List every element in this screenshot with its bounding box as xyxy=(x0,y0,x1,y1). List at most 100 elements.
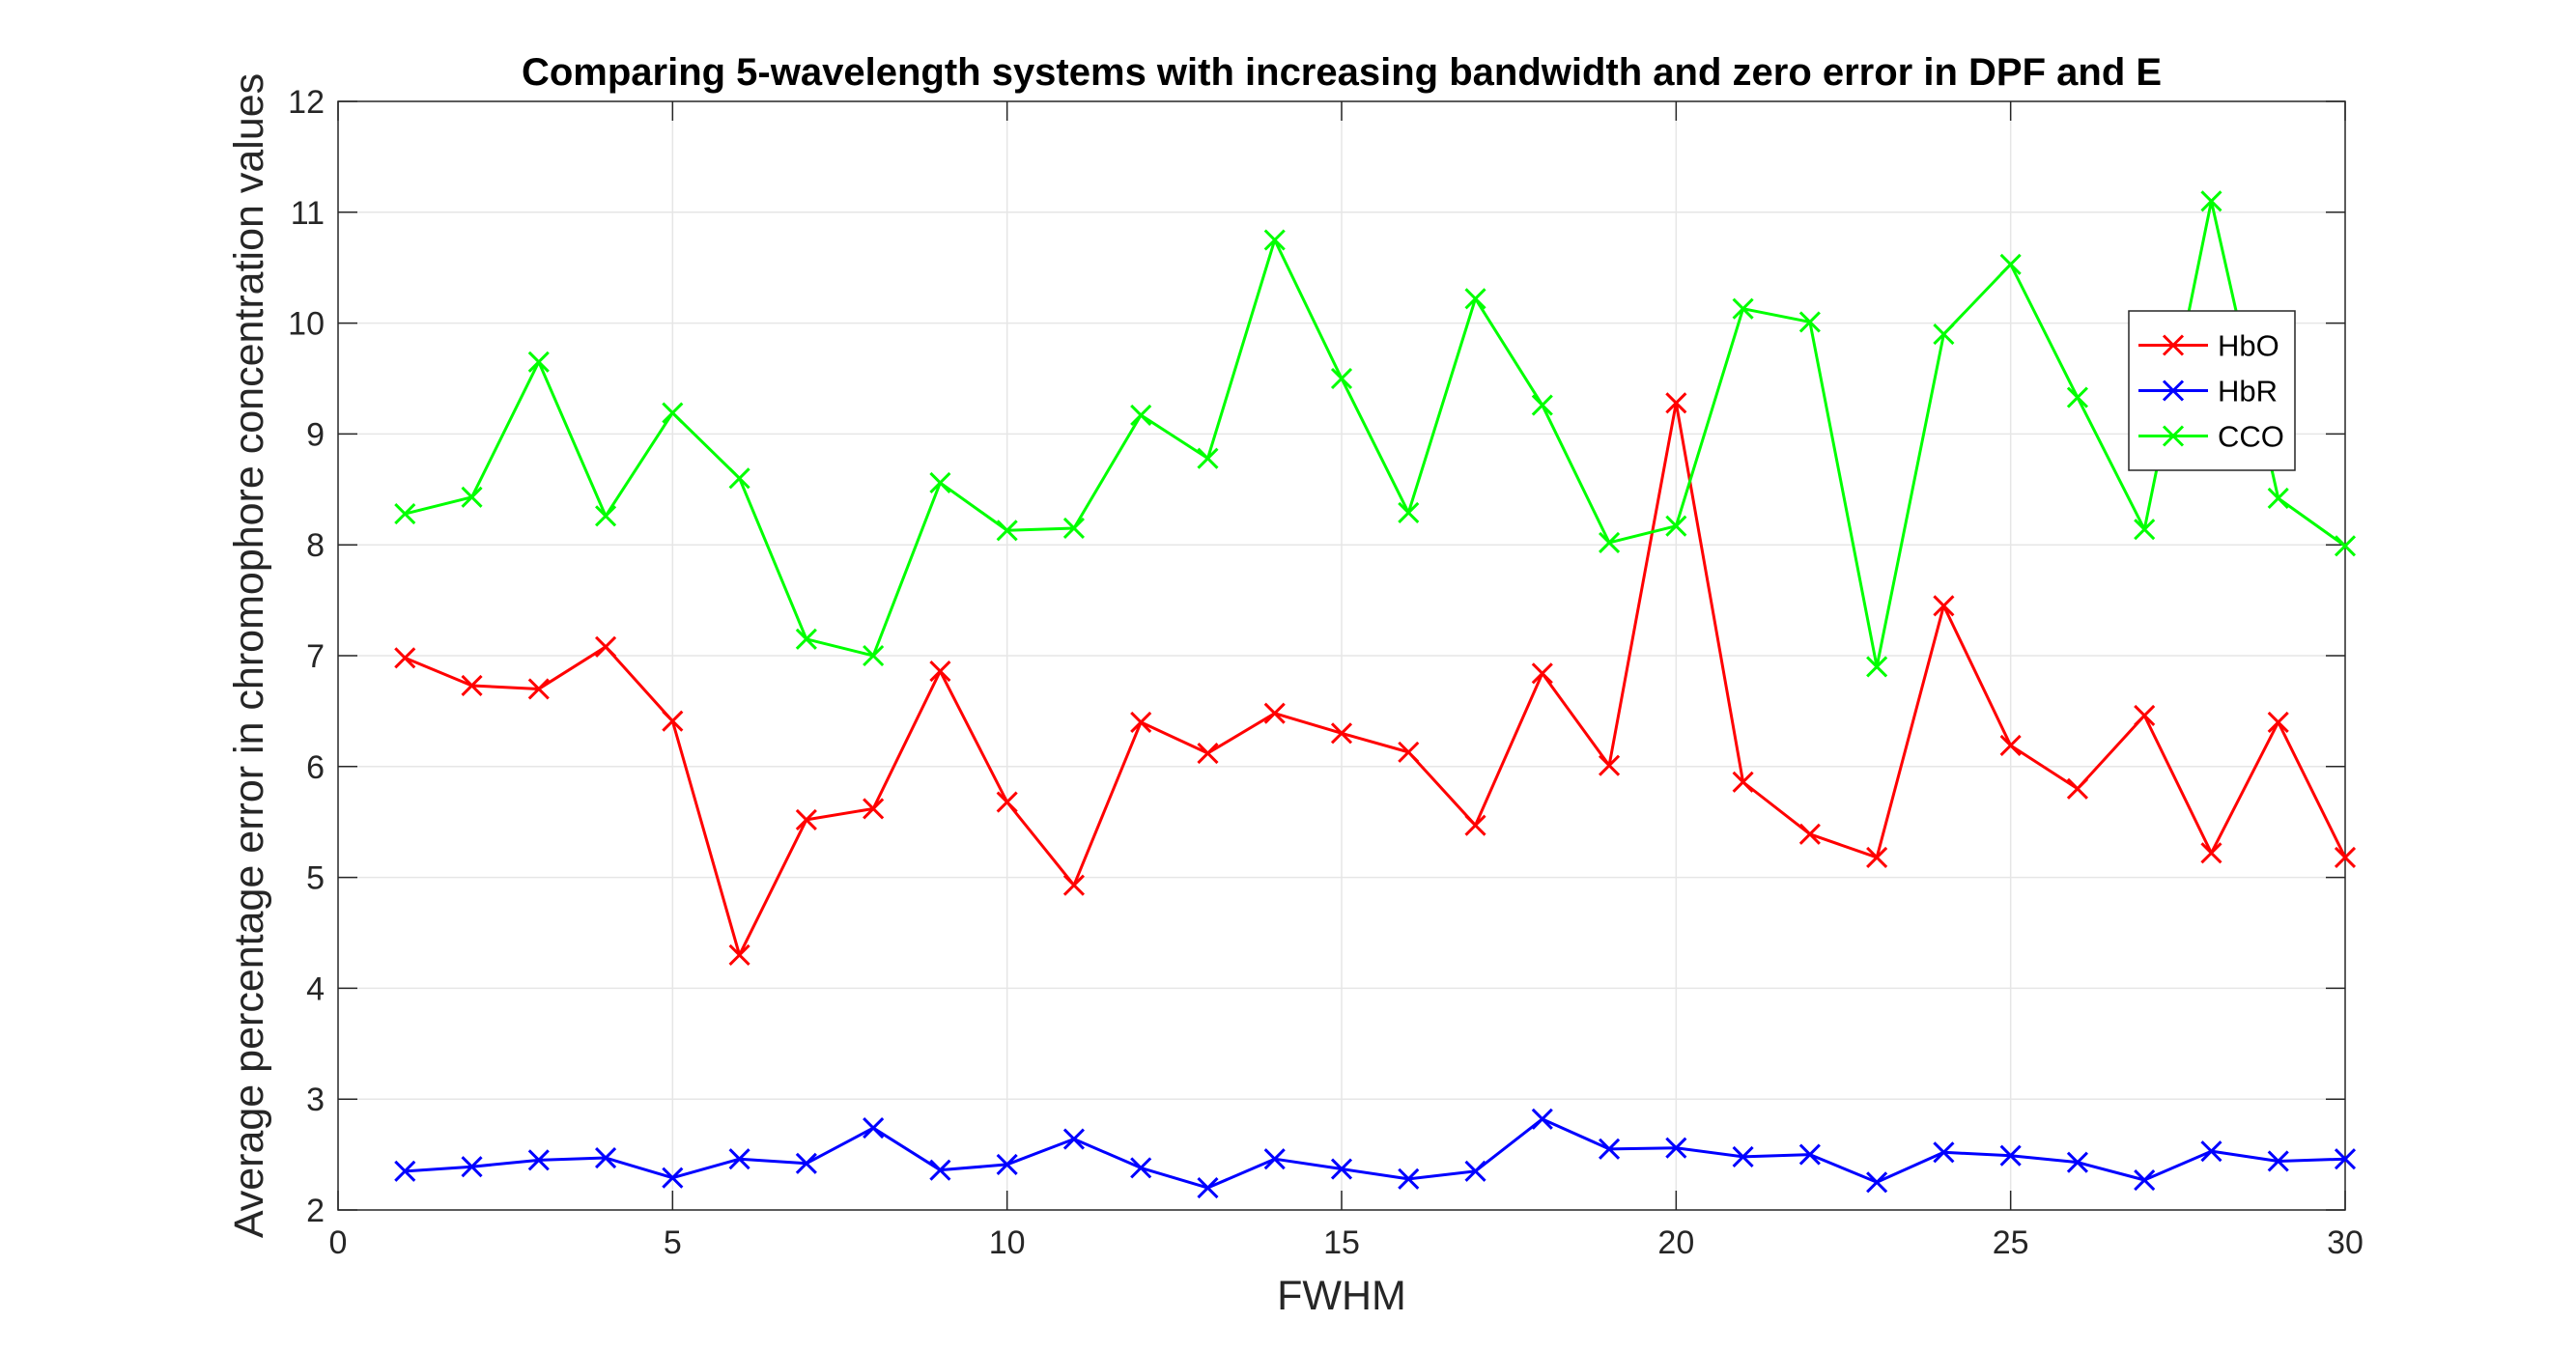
data-point-cco xyxy=(2334,535,2357,557)
x-tick-label: 20 xyxy=(1657,1224,1694,1261)
data-point-hbr xyxy=(2334,1148,2357,1170)
x-axis-label: FWHM xyxy=(1277,1273,1406,1319)
data-point-hbo xyxy=(1866,846,1888,868)
y-tick-label: 11 xyxy=(291,195,325,232)
legend-label: HbO xyxy=(2218,329,2279,363)
data-point-cco xyxy=(996,520,1018,542)
data-point-cco xyxy=(863,644,885,667)
data-point-hbr xyxy=(1999,1144,2022,1167)
data-point-hbr xyxy=(1665,1137,1687,1159)
y-tick-label: 7 xyxy=(306,638,325,675)
chart-title: Comparing 5-wavelength systems with incr… xyxy=(522,51,2162,94)
data-point-hbo xyxy=(1263,702,1286,724)
data-point-cco xyxy=(527,351,550,373)
data-point-hbo xyxy=(728,943,750,967)
data-point-cco xyxy=(795,628,817,650)
data-point-hbr xyxy=(1263,1148,1286,1170)
data-point-cco xyxy=(1464,288,1486,310)
data-point-hbo xyxy=(2200,842,2222,864)
data-point-hbo xyxy=(1665,392,1687,414)
data-point-hbo xyxy=(1464,814,1486,836)
data-point-hbo xyxy=(996,791,1018,813)
y-tick-label: 3 xyxy=(306,1082,325,1118)
data-point-hbr xyxy=(863,1116,885,1139)
data-point-hbr xyxy=(1197,1176,1219,1199)
data-point-hbr xyxy=(996,1153,1018,1175)
data-point-cco xyxy=(1933,323,1955,346)
y-tick-label: 6 xyxy=(306,749,325,786)
y-tick-label: 9 xyxy=(306,416,325,453)
data-point-hbo xyxy=(1732,771,1754,793)
x-tick-label: 10 xyxy=(989,1224,1026,1261)
data-point-cco xyxy=(1263,229,1286,251)
data-point-hbo xyxy=(1999,734,2022,757)
data-point-cco xyxy=(1599,531,1621,553)
data-point-cco xyxy=(1197,447,1219,469)
data-point-cco xyxy=(1732,297,1754,320)
data-point-hbr xyxy=(2134,1168,2156,1192)
data-point-hbr xyxy=(1599,1138,1621,1160)
data-point-cco xyxy=(595,505,617,527)
data-point-hbo xyxy=(527,678,550,700)
grid-lines xyxy=(338,101,2345,1210)
x-tick-label: 30 xyxy=(2327,1224,2364,1261)
series-line-hbr xyxy=(405,1117,2346,1190)
data-point-hbo xyxy=(1531,662,1553,685)
legend-entry-hbr: HbR xyxy=(2138,375,2278,408)
x-tick-label: 5 xyxy=(664,1224,682,1261)
data-point-hbo xyxy=(2066,777,2088,800)
legend-swatch-marker xyxy=(2162,334,2185,356)
y-tick-label: 5 xyxy=(306,860,325,897)
data-point-hbo xyxy=(795,808,817,830)
data-point-hbr xyxy=(1398,1167,1420,1190)
data-point-cco xyxy=(1999,253,2022,275)
data-point-hbr xyxy=(394,1160,416,1182)
data-point-cco xyxy=(1866,656,1888,678)
data-point-hbo xyxy=(1933,595,1955,617)
data-point-hbo xyxy=(1599,754,1621,776)
data-point-cco xyxy=(394,502,416,525)
data-series xyxy=(394,190,2357,1199)
data-point-cco xyxy=(1062,517,1085,540)
data-point-hbr xyxy=(1933,1141,1955,1164)
data-point-hbo xyxy=(2334,846,2357,868)
data-point-hbo xyxy=(929,661,951,683)
series-line-hbo xyxy=(404,401,2347,957)
data-point-hbr xyxy=(595,1146,617,1169)
data-point-hbr xyxy=(728,1148,750,1170)
y-tick-label: 10 xyxy=(288,306,325,343)
data-point-hbr xyxy=(2066,1151,2088,1173)
data-point-cco xyxy=(1531,394,1553,416)
data-point-cco xyxy=(461,486,483,508)
data-point-hbo xyxy=(595,635,617,658)
data-point-cco xyxy=(1398,501,1420,523)
data-point-hbr xyxy=(1732,1145,1754,1167)
data-point-hbo xyxy=(461,674,483,697)
legend-swatch-marker xyxy=(2162,425,2185,447)
legend-box xyxy=(2128,310,2296,471)
data-point-hbr xyxy=(527,1149,550,1171)
data-point-hbr xyxy=(1062,1128,1085,1150)
data-point-hbr xyxy=(461,1156,483,1178)
legend-label: CCO xyxy=(2218,420,2284,454)
data-point-hbr xyxy=(2267,1150,2289,1172)
axis-ticks: 0 5 10 15 20 25 30 2 3 4 5 6 7 8 9 10 11 12 xyxy=(288,84,2364,1261)
data-point-hbr xyxy=(1866,1171,1888,1194)
y-tick-label: 4 xyxy=(306,970,325,1007)
data-point-hbr xyxy=(2200,1140,2222,1163)
legend: HbO HbR CCO xyxy=(2128,310,2296,471)
data-point-hbo xyxy=(1398,741,1420,763)
data-point-hbo xyxy=(1197,742,1219,765)
data-point-hbr xyxy=(1330,1158,1353,1180)
data-point-hbr xyxy=(795,1152,817,1174)
legend-swatch-marker xyxy=(2162,380,2185,402)
data-point-cco xyxy=(1330,367,1353,390)
y-tick-label: 12 xyxy=(288,84,325,121)
data-point-hbr xyxy=(1531,1108,1553,1130)
x-tick-label: 0 xyxy=(329,1224,348,1261)
data-point-cco xyxy=(2066,386,2088,408)
data-point-cco xyxy=(929,471,951,493)
data-point-hbo xyxy=(1330,722,1353,745)
